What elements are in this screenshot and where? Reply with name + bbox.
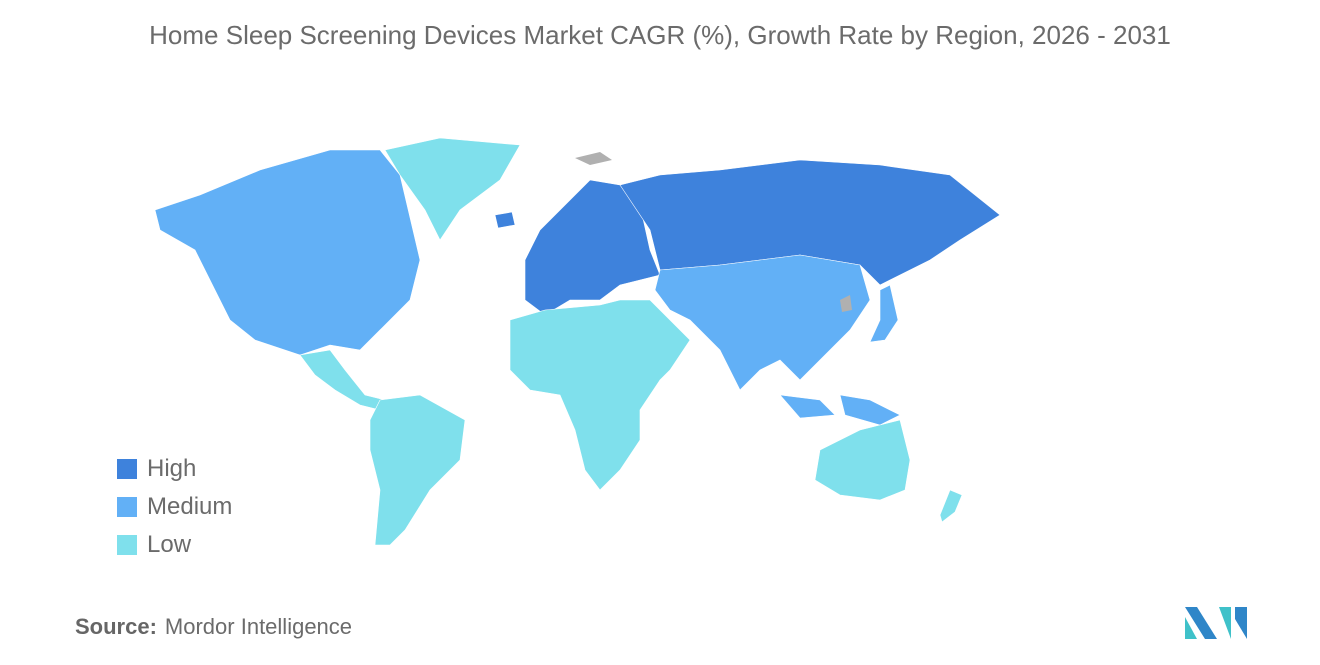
source-note: Source: Mordor Intelligence (75, 614, 352, 640)
legend-swatch (117, 459, 137, 479)
legend-item-high: High (117, 450, 232, 488)
legend-item-medium: Medium (117, 488, 232, 526)
region-new-zealand[interactable] (939, 489, 963, 523)
source-label: Source: (75, 614, 157, 639)
region-central-america[interactable] (299, 349, 386, 411)
region-australia[interactable] (814, 419, 911, 501)
legend-swatch (117, 535, 137, 555)
legend-item-low: Low (117, 526, 232, 564)
mordor-logo-icon (1185, 607, 1247, 639)
region-greenland[interactable] (384, 137, 521, 241)
legend-swatch (117, 497, 137, 517)
legend-label: Medium (147, 493, 233, 520)
region-asia[interactable] (654, 254, 871, 391)
legend: High Medium Low (117, 450, 232, 564)
region-japan[interactable] (869, 284, 899, 343)
region-south-america[interactable] (369, 394, 466, 546)
legend-label: High (147, 455, 197, 482)
source-value: Mordor Intelligence (164, 614, 353, 639)
legend-label: Low (147, 531, 192, 558)
region-southeast-asia[interactable] (779, 394, 901, 426)
region-middle-east-africa[interactable] (509, 299, 691, 491)
chart-title: Home Sleep Screening Devices Market CAGR… (149, 20, 1171, 50)
region-north-america[interactable] (154, 149, 421, 356)
